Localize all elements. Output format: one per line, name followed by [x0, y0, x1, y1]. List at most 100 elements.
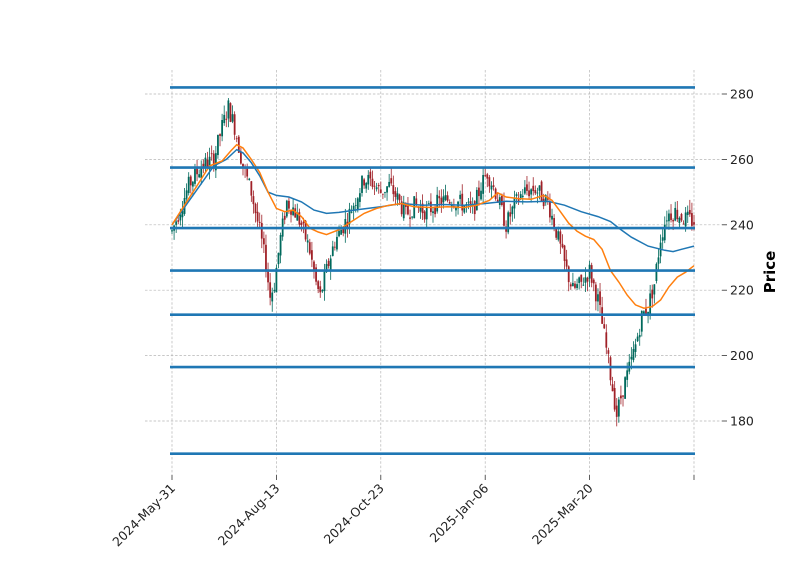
candle-body	[574, 283, 576, 288]
candle-body	[626, 370, 629, 380]
candle-body	[515, 194, 518, 196]
candle-body	[663, 224, 666, 241]
candle-body	[200, 167, 203, 178]
candle-body	[277, 252, 280, 265]
candle-body	[542, 198, 545, 207]
candle-body	[469, 201, 472, 206]
candle-body	[198, 174, 201, 178]
candle-body	[415, 198, 418, 206]
candle-body	[419, 207, 422, 212]
candle-body	[661, 237, 664, 241]
candle-body	[624, 377, 626, 399]
y-tick-label: 180	[730, 414, 754, 429]
candle-body	[177, 220, 180, 222]
candle-body	[459, 194, 462, 199]
candle-body	[567, 266, 570, 283]
candle-body	[214, 153, 217, 171]
candle-body	[632, 349, 635, 361]
candle-body	[607, 350, 610, 354]
candle-body	[336, 236, 338, 250]
candle-body	[315, 267, 317, 282]
candle-body	[617, 399, 620, 417]
y-axis-title: Price	[761, 251, 779, 294]
candle-body	[237, 136, 240, 153]
candle-body	[592, 279, 595, 284]
candle-body	[352, 205, 355, 211]
candle-body	[655, 263, 658, 281]
candle-body	[359, 193, 361, 202]
candle-body	[404, 204, 407, 207]
candle-body	[300, 222, 303, 225]
candle-body	[381, 193, 384, 195]
candle-body	[392, 185, 395, 195]
candle-body	[442, 196, 445, 203]
candle-body	[231, 114, 234, 122]
candle-body	[225, 118, 228, 120]
candle-body	[615, 405, 618, 417]
candle-body	[217, 134, 219, 156]
candle-body	[549, 201, 551, 218]
candle-body	[242, 163, 244, 168]
candle-body	[279, 235, 282, 256]
candle-body	[480, 190, 482, 200]
candle-body	[455, 206, 457, 211]
candle-body	[526, 184, 528, 191]
candle-body	[674, 207, 677, 221]
candle-body	[292, 207, 295, 216]
candle-body	[248, 178, 251, 180]
candle-body	[438, 196, 441, 199]
candle-body	[691, 213, 693, 226]
candle-body	[294, 208, 297, 218]
candle-body	[638, 334, 641, 338]
candle-body	[233, 114, 236, 135]
candle-body	[223, 114, 226, 124]
candle-body	[185, 190, 188, 199]
candle-body	[308, 242, 311, 254]
candle-body	[189, 176, 192, 186]
candle-body	[221, 120, 224, 137]
candlesticks	[171, 98, 695, 427]
candle-body	[636, 336, 639, 342]
candle-body	[262, 238, 265, 245]
candle-body	[371, 178, 374, 187]
candle-body	[622, 395, 624, 397]
candle-body	[540, 181, 543, 202]
candle-body	[321, 290, 324, 292]
candle-body	[256, 211, 259, 222]
candle-body	[645, 308, 647, 315]
candle-body	[634, 344, 637, 352]
candle-body	[682, 223, 685, 225]
candle-body	[206, 159, 209, 168]
candle-body	[288, 200, 290, 209]
candle-body	[254, 203, 257, 214]
candle-body	[267, 270, 269, 283]
candle-body	[386, 186, 388, 193]
candle-body	[630, 356, 633, 360]
candle-body	[425, 207, 428, 220]
candle-body	[609, 357, 612, 381]
candle-body	[356, 198, 359, 210]
x-tick-label: 2024-Aug-13	[215, 481, 283, 549]
candle-body	[611, 384, 614, 392]
candle-body	[620, 395, 622, 399]
candle-body	[444, 195, 447, 201]
x-tick-label: 2025-Mar-20	[529, 480, 596, 547]
candle-body	[599, 291, 601, 306]
candle-body	[555, 227, 558, 238]
candle-body	[204, 157, 207, 169]
candle-body	[582, 284, 585, 286]
candle-body	[498, 197, 501, 205]
candle-body	[181, 210, 184, 218]
candle-body	[313, 261, 315, 272]
candle-body	[379, 189, 382, 193]
candle-body	[678, 217, 681, 224]
candle-body	[350, 211, 353, 213]
candle-body	[384, 192, 386, 193]
candle-body	[640, 310, 643, 332]
candle-body	[576, 284, 578, 289]
candle-body	[187, 176, 190, 194]
candle-body	[398, 194, 401, 201]
candle-body	[603, 324, 606, 329]
candle-body	[561, 243, 564, 248]
candle-body	[467, 201, 470, 203]
